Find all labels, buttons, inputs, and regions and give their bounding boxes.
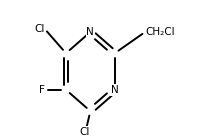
- Text: CH₂Cl: CH₂Cl: [145, 27, 175, 37]
- Text: F: F: [39, 85, 45, 95]
- Text: N: N: [87, 27, 94, 37]
- Text: Cl: Cl: [79, 127, 90, 137]
- Text: Cl: Cl: [34, 24, 45, 34]
- Text: N: N: [111, 85, 119, 95]
